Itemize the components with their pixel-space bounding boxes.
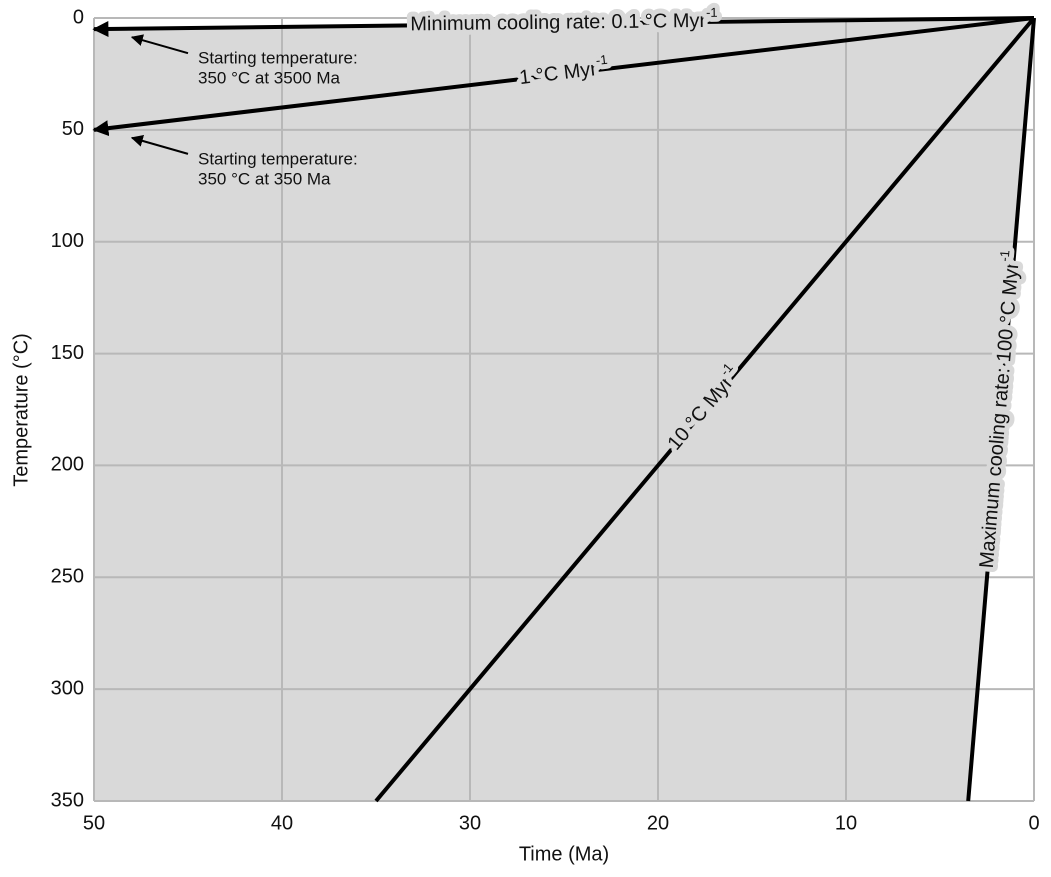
annotation-arrow [130,34,189,55]
cooling-line [374,16,1036,803]
annotation-arrow [130,135,189,155]
shaded-region [94,18,1034,801]
y-tick-label: 100 [51,230,84,252]
y-axis-label: Temperature (°C) [10,333,32,487]
line-label-text: Minimum cooling rate: 0.1 °C Myr [410,10,706,36]
y-tick-label: 350 [51,789,84,811]
y-tick-label: 200 [51,454,84,476]
cooling-line [92,16,1035,38]
y-tick-label: 300 [51,677,84,699]
x-axis-label: Time (Ma) [519,843,609,865]
line-label-superscript: -1 [997,249,1013,262]
x-tick-label: 0 [1028,812,1039,834]
cooling-line [966,17,1036,802]
y-tick-label: 50 [62,118,84,140]
line-label-superscript: -1 [595,52,608,68]
annotation-text: Starting temperature: [198,49,358,68]
y-tick-label: 250 [51,566,84,588]
cooling-line [92,16,1035,137]
x-tick-label: 30 [459,812,481,834]
line-label: Minimum cooling rate: 0.1 °C Myr-1 [410,5,718,35]
x-tick-label: 10 [835,812,857,834]
annotation-text: 350 °C at 3500 Ma [198,69,340,88]
line-label-superscript: -1 [706,5,718,20]
y-tick-label: 150 [51,342,84,364]
x-tick-label: 40 [271,812,293,834]
annotation-text: 350 °C at 350 Ma [198,169,331,188]
x-tick-label: 20 [647,812,669,834]
x-tick-label: 50 [83,812,105,834]
y-tick-label: 0 [73,6,84,28]
annotation-text: Starting temperature: [198,149,358,168]
